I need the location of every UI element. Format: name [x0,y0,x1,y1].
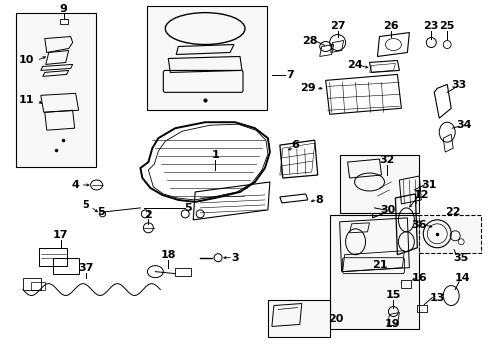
Text: 35: 35 [452,253,468,263]
Text: 20: 20 [327,314,343,324]
Bar [329,215,419,329]
Text: 23: 23 [423,21,438,31]
Text: 25: 25 [439,21,454,31]
Text: 26: 26 [383,21,398,31]
Text: 22: 22 [445,207,460,217]
Text: 29: 29 [299,84,315,93]
Bar [23,278,41,289]
Text: 1: 1 [211,150,219,160]
Bar [60,19,67,24]
Text: 14: 14 [453,273,469,283]
Text: 13: 13 [428,293,444,302]
Text: 12: 12 [413,190,428,200]
Text: 5: 5 [82,200,89,210]
Text: 37: 37 [78,263,93,273]
Text: 19: 19 [384,319,399,329]
Text: 32: 32 [379,155,394,165]
Text: 33: 33 [450,80,466,90]
Bar [339,155,419,213]
Text: 9: 9 [60,4,67,14]
Text: 5: 5 [184,203,192,213]
Bar [267,300,329,337]
Text: 2: 2 [144,210,152,220]
Text: 30: 30 [379,205,394,215]
Text: 34: 34 [455,120,471,130]
Bar [53,258,79,274]
Text: 21: 21 [371,260,386,270]
Text: 8: 8 [315,195,323,205]
Text: 7: 7 [285,71,293,80]
Bar [175,268,191,276]
Text: 3: 3 [231,253,238,263]
Text: 36: 36 [411,220,426,230]
Text: 24: 24 [346,60,362,71]
Text: 18: 18 [160,250,176,260]
Text: 6: 6 [290,140,298,150]
Text: 27: 27 [329,21,345,31]
Text: 28: 28 [302,36,317,46]
Bar [31,282,45,289]
Text: 4: 4 [72,180,80,190]
Bar [401,280,410,288]
Bar [16,13,95,167]
Text: 31: 31 [421,180,436,190]
Bar [39,248,66,266]
Bar [416,305,427,312]
Text: 16: 16 [411,273,426,283]
Bar [147,6,266,110]
Text: 10: 10 [19,55,35,66]
Text: 11: 11 [19,95,35,105]
Bar [419,215,480,253]
Text: 5: 5 [97,207,104,217]
Text: 15: 15 [385,289,400,300]
Text: 17: 17 [53,230,68,240]
